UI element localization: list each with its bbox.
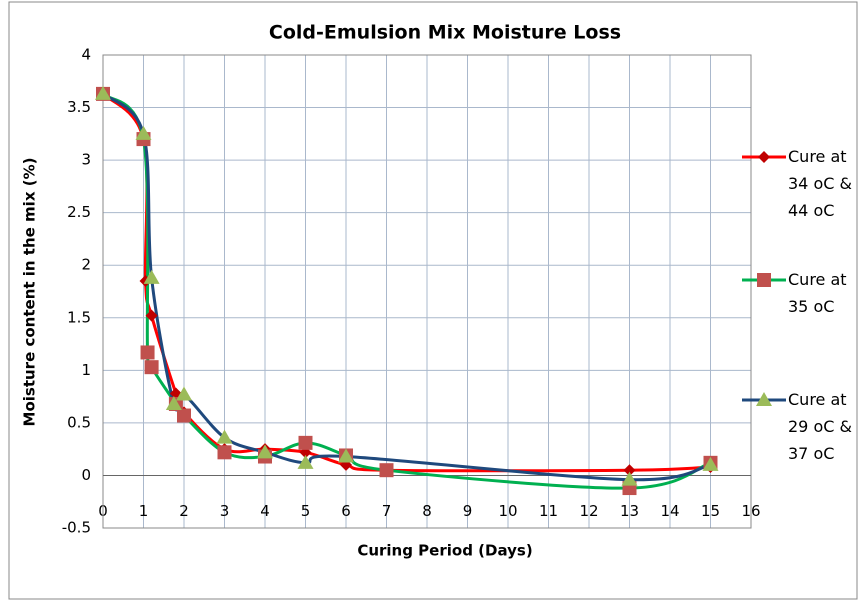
y-tick-label: 3 — [81, 151, 91, 169]
y-tick-label: 3.5 — [67, 98, 91, 116]
x-tick-label: 6 — [341, 502, 351, 520]
y-tick-label: 1.5 — [67, 308, 91, 326]
data-point — [379, 463, 394, 478]
x-tick-label: 11 — [539, 502, 558, 520]
data-point — [165, 395, 182, 410]
y-tick-label: 2.5 — [67, 203, 91, 221]
y-tick-label: 1 — [81, 361, 91, 379]
x-tick-label: 14 — [660, 502, 679, 520]
x-tick-label: 13 — [620, 502, 639, 520]
data-point — [297, 454, 314, 469]
x-tick-label: 9 — [463, 502, 473, 520]
x-tick-label: 7 — [382, 502, 392, 520]
data-point — [135, 125, 152, 140]
data-point — [623, 464, 636, 477]
x-tick-label: 4 — [260, 502, 270, 520]
plot-frame — [102, 54, 752, 529]
data-point — [217, 445, 232, 460]
chart-title: Cold-Emulsion Mix Moisture Loss — [269, 22, 621, 44]
data-point — [143, 269, 160, 284]
legend-marker — [757, 273, 771, 287]
data-point — [140, 345, 155, 360]
data-point — [176, 386, 192, 401]
legend-marker — [758, 151, 770, 163]
data-point — [144, 360, 159, 375]
x-tick-label: 1 — [139, 502, 149, 520]
x-tick-label: 12 — [579, 502, 598, 520]
x-tick-label: 3 — [220, 502, 230, 520]
data-point — [338, 448, 354, 463]
y-tick-label: 0.5 — [67, 413, 91, 431]
legend-label: Cure at 29 oC & 37 oC — [788, 390, 852, 463]
data-point — [145, 309, 158, 322]
data-point — [298, 435, 313, 450]
data-point — [621, 471, 638, 486]
x-axis-label: Curing Period (Days) — [357, 542, 532, 560]
chart-frame — [8, 1, 858, 600]
x-tick-label: 10 — [498, 502, 517, 520]
y-axis-label: Moisture content in the mix (%) — [21, 158, 39, 427]
y-tick-label: 0 — [81, 466, 91, 484]
legend-marker — [756, 392, 772, 406]
series-line — [101, 92, 711, 473]
data-point — [257, 444, 273, 459]
y-tick-label: -0.5 — [62, 519, 91, 537]
data-point — [95, 85, 111, 100]
legend-label: Cure at 35 oC — [788, 270, 847, 316]
series-line — [101, 92, 712, 490]
x-tick-label: 2 — [179, 502, 189, 520]
data-point — [216, 429, 233, 444]
x-tick-label: 15 — [701, 502, 720, 520]
data-point — [177, 408, 191, 423]
y-tick-label: 4 — [81, 46, 91, 64]
data-point — [702, 456, 719, 471]
legend-label: Cure at 34 oC & 44 oC — [788, 147, 852, 220]
x-tick-label: 8 — [422, 502, 432, 520]
x-tick-label: 5 — [301, 502, 311, 520]
y-tick-label: 2 — [81, 256, 91, 274]
